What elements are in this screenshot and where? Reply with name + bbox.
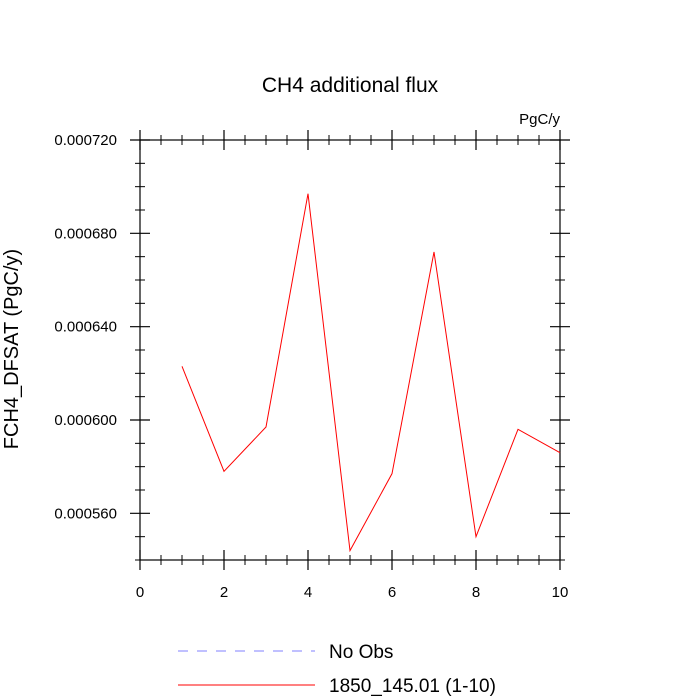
y-tick-label: 0.000720: [54, 132, 117, 149]
series-line: [181, 193, 561, 553]
legend-label: 1850_145.01 (1-10): [329, 676, 496, 697]
x-tick-label: 4: [304, 584, 312, 601]
legend-label: No Obs: [329, 642, 393, 663]
y-tick-label: 0.000560: [54, 505, 117, 522]
chart-title: CH4 additional flux: [262, 74, 439, 97]
axis-ticks: [130, 130, 570, 570]
y-tick-label: 0.000600: [54, 412, 117, 429]
series-layer: [181, 193, 561, 553]
plot-frame: [139, 139, 561, 561]
x-tick-label: 0: [136, 584, 144, 601]
x-tick-label: 10: [552, 584, 569, 601]
tick-labels: 0 2 4 6 8 10 0.000560 0.000600 0.000640 0.000680 0…: [54, 132, 568, 601]
units-label: PgC/y: [519, 111, 560, 128]
x-tick-label: 6: [388, 584, 396, 601]
y-tick-label: 0.000680: [54, 225, 117, 242]
y-tick-label: 0.000640: [54, 319, 117, 336]
x-tick-label: 8: [472, 584, 480, 601]
y-axis-label: FCH4_DFSAT (PgC/y): [1, 249, 23, 449]
legend: No Obs 1850_145.01 (1-10): [178, 642, 496, 697]
x-tick-label: 2: [220, 584, 228, 601]
